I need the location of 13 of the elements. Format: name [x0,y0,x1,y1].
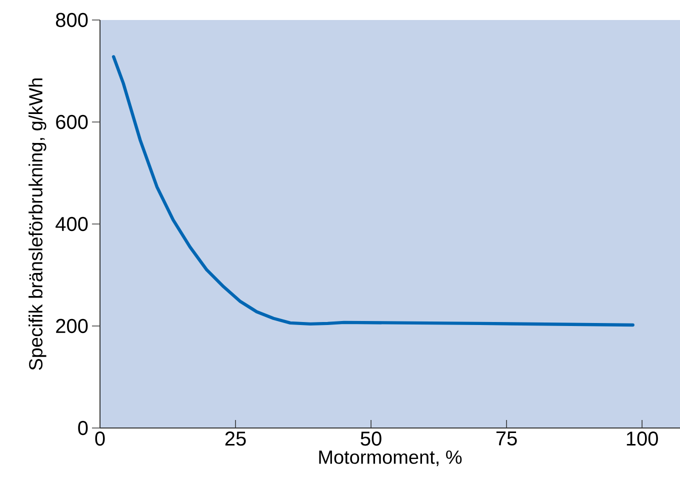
x-tick-label: 75 [496,432,517,446]
line-series [112,55,634,327]
x-axis-title: Motormoment, % [319,450,462,466]
y-tick-label: 0 [78,420,88,436]
x-tick-label: 0 [95,432,105,446]
x-tick-label: 25 [225,432,246,446]
y-tick-label: 600 [56,114,88,130]
y-tick-label: 200 [56,318,88,334]
x-tick-label: 50 [360,432,382,446]
y-tick-label: 800 [56,12,88,28]
y-axis-title: Specifik bränsleförbrukning, g/kWh [28,78,46,370]
y-tick-label: 400 [56,216,88,232]
x-tick-label: 100 [626,432,658,446]
